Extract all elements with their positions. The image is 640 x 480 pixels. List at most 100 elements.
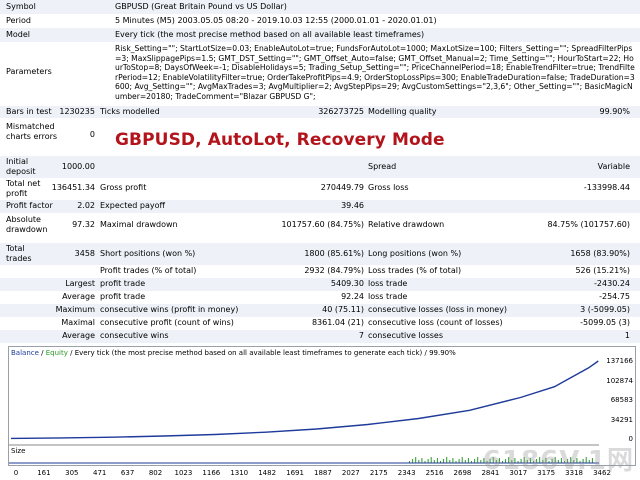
- row-symbol: Symbol GBPUSD (Great Britain Pound vs US…: [0, 0, 640, 14]
- deposit-label: Initial deposit: [6, 157, 36, 176]
- size-bar: [498, 458, 500, 463]
- profit-factor-label: Profit factor: [6, 201, 53, 210]
- size-bar: [489, 459, 491, 463]
- profit-trades-label: Profit trades (% of total): [100, 266, 197, 275]
- maximal-profit-label: consecutive profit (count of wins): [100, 318, 234, 327]
- row-maximal: Maximal consecutive profit (count of win…: [0, 317, 640, 330]
- average-loss-value: -254.75: [599, 292, 630, 301]
- size-bar: [588, 460, 590, 463]
- report-table: Symbol GBPUSD (Great Britain Pound vs US…: [0, 0, 640, 343]
- size-bar: [436, 458, 438, 463]
- gross-loss-label: Gross loss: [368, 183, 409, 192]
- size-bar: [533, 461, 534, 463]
- x-tick-label: 3017: [509, 469, 528, 477]
- bars-value: 1230235: [59, 107, 95, 116]
- size-bar: [480, 460, 482, 463]
- size-bar: [570, 457, 572, 463]
- net-profit-label: Total net profit: [6, 179, 41, 198]
- size-bar: [582, 459, 584, 463]
- avg-cons-losses-label: consecutive losses: [368, 331, 444, 340]
- spread-label: Spread: [368, 162, 397, 171]
- abs-drawdown-label: Absolute drawdown: [6, 215, 48, 234]
- deposit-value: 1000.00: [61, 162, 95, 171]
- maximum-prefix: Maximum: [55, 305, 95, 314]
- symbol-label: Symbol: [6, 2, 36, 11]
- size-bar: [492, 457, 494, 463]
- size-bar: [449, 460, 451, 463]
- x-tick-label: 2343: [397, 469, 416, 477]
- gross-profit-value: 270449.79: [320, 183, 364, 192]
- size-bar: [421, 458, 423, 463]
- model-label: Model: [6, 30, 31, 39]
- x-tick-label: 3175: [537, 469, 556, 477]
- size-bar: [579, 461, 581, 463]
- size-bar: [415, 457, 417, 463]
- legend-separator: /: [41, 349, 44, 357]
- avg-cons-losses-value: 1: [624, 331, 630, 340]
- size-bar: [548, 461, 550, 463]
- size-bar: [576, 458, 578, 463]
- x-tick-label: 2027: [341, 469, 360, 477]
- spread-value: Variable: [597, 162, 630, 171]
- largest-profit-value: 5409.30: [330, 279, 364, 288]
- maximal-loss-value: -5099.05 (3): [580, 318, 630, 327]
- long-value: 1658 (83.90%): [570, 249, 630, 258]
- profit-factor-value: 2.02: [77, 201, 95, 210]
- x-tick-label: 2516: [425, 469, 444, 477]
- average-profit-label: profit trade: [100, 292, 146, 301]
- mismatched-value: 0: [89, 130, 95, 139]
- size-bar: [508, 457, 510, 463]
- row-bars: Bars in test 1230235 Ticks modelled 3262…: [0, 106, 640, 118]
- rel-drawdown-value: 84.75% (101757.60): [547, 220, 630, 229]
- x-tick-label: 1310: [230, 469, 249, 477]
- total-trades-value: 3458: [74, 249, 95, 258]
- period-label: Period: [6, 16, 31, 25]
- x-tick-label: 2698: [453, 469, 472, 477]
- maximal-loss-label: consecutive loss (count of losses): [368, 318, 503, 327]
- average-loss-label: loss trade: [368, 292, 408, 301]
- row-drawdown: Absolute drawdown 97.32 Maximal drawdown…: [0, 214, 640, 236]
- legend-equity: Equity: [45, 349, 68, 357]
- x-axis: 0 161 305 471 637 802 1023 1166 1310 1482 1691 1887…: [8, 468, 636, 480]
- x-tick-label: 1691: [286, 469, 304, 477]
- balance-chart: Balance / Equity / Every tick (the most …: [8, 346, 636, 466]
- size-bar: [511, 460, 513, 463]
- row-period: Period 5 Minutes (M5) 2003.05.05 08:20 -…: [0, 14, 640, 28]
- total-trades-label: Total trades: [6, 244, 32, 263]
- size-bar: [520, 459, 522, 463]
- x-tick-label: 1482: [258, 469, 277, 477]
- x-tick-label: 1887: [314, 469, 332, 477]
- model-value: Every tick (the most precise method base…: [115, 30, 425, 39]
- size-bar: [554, 457, 556, 463]
- size-bar: [427, 459, 429, 463]
- x-tick-label: 161: [37, 469, 51, 477]
- max-cons-losses-label: consecutive losses (loss in money): [368, 305, 508, 314]
- size-bar: [545, 458, 547, 463]
- quality-label: Modelling quality: [368, 107, 437, 116]
- x-tick-label: 1023: [174, 469, 193, 477]
- row-parameters: Parameters: [0, 42, 640, 104]
- size-bar: [474, 459, 476, 463]
- row-deposit: Initial deposit 1000.00 Spread Variable: [0, 156, 640, 178]
- chart-plot: [9, 360, 599, 464]
- max-drawdown-value: 101757.60 (84.75%): [281, 220, 364, 229]
- size-bar: [564, 461, 565, 463]
- size-bar: [542, 460, 544, 463]
- size-bar: [495, 460, 497, 463]
- expected-payoff-value: 39.46: [341, 201, 364, 210]
- y-tick-label: 68583: [610, 396, 633, 404]
- gross-loss-value: -133998.44: [583, 183, 630, 192]
- row-maximum: Maximum consecutive wins (profit in mone…: [0, 304, 640, 317]
- symbol-value: GBPUSD (Great Britain Pound vs US Dollar…: [115, 2, 287, 11]
- x-tick-label: 1166: [202, 469, 221, 477]
- x-tick-label: 3318: [565, 469, 584, 477]
- max-drawdown-label: Maximal drawdown: [100, 220, 178, 229]
- size-bar: [461, 457, 463, 463]
- watermark-logo: 6186V.1网: [482, 446, 634, 476]
- size-bar: [514, 458, 516, 463]
- size-bar: [591, 458, 593, 463]
- size-bar: [446, 457, 448, 463]
- y-tick-label: 0: [628, 435, 633, 443]
- max-cons-wins-value: 40 (75.11): [322, 305, 364, 314]
- row-mismatched: Mismatched charts errors 0: [0, 120, 640, 150]
